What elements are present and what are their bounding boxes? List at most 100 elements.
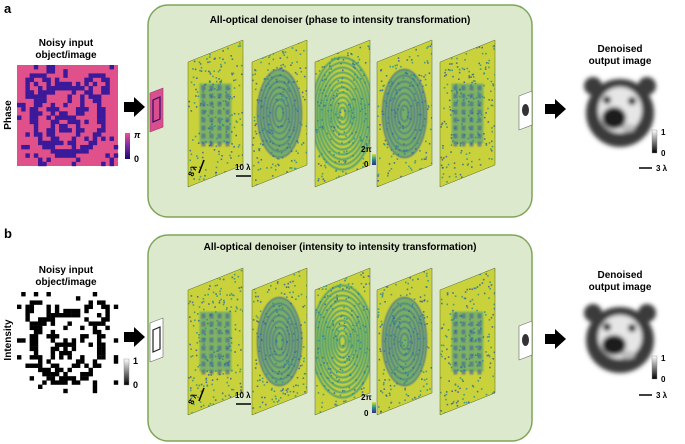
input-pixel [96, 346, 102, 352]
scale-bar-10-label: 10 λ [235, 163, 251, 172]
output-colorbar [651, 355, 658, 380]
panel-label: b [4, 226, 12, 241]
input-pixel [96, 98, 102, 104]
input-pixel [96, 107, 102, 112]
output-colorbar-max: 1 [661, 128, 666, 137]
input-pixel [80, 86, 85, 91]
input-pixel [71, 380, 77, 385]
input-pixel [29, 119, 35, 125]
input-subtitle: object/image [35, 277, 97, 288]
output-title: Denoised [597, 44, 642, 55]
input-pixel [50, 111, 56, 116]
input-pixel [101, 136, 106, 141]
input-pixel [84, 119, 89, 125]
input-pixel [38, 102, 43, 108]
input-pixel [42, 380, 47, 385]
input-pixel [54, 115, 60, 120]
input-pixel [71, 136, 77, 141]
input-pixel [29, 376, 35, 381]
input-pixel [80, 376, 85, 381]
input-pixel [46, 69, 51, 74]
input-pixel [101, 350, 106, 356]
input-pixel [59, 111, 64, 116]
input-pixel [54, 367, 60, 373]
input-pixel [75, 123, 81, 129]
noisy-input-image [17, 292, 119, 394]
input-pixel [75, 132, 81, 137]
input-pixel [84, 149, 89, 154]
input-pixel [67, 376, 72, 381]
input-pixel [38, 367, 43, 373]
input-pixel [84, 363, 89, 368]
modality-label: Intensity [3, 319, 14, 361]
input-pixel [54, 136, 60, 141]
input-pixel [96, 73, 102, 78]
layer-colorbar-max: 2π [361, 393, 372, 402]
input-pixel [33, 292, 39, 297]
input-pixel [54, 153, 60, 158]
input-pixel [101, 334, 106, 339]
input-pixel [38, 355, 43, 360]
input-pixel [29, 355, 35, 360]
input-pixel [17, 355, 22, 360]
scale-bar-10-label: 10 λ [235, 391, 251, 400]
input-pixel [29, 325, 35, 331]
input-pixel [33, 98, 39, 104]
input-pixel [50, 355, 56, 360]
layer-colorbar-min: 0 [364, 160, 369, 169]
input-pixel [46, 367, 51, 373]
input-pixel [88, 86, 93, 91]
input-pixel [105, 317, 110, 322]
input-pixel [33, 119, 39, 125]
input-pixel [71, 308, 77, 314]
input-pixel [101, 90, 106, 95]
input-pixel [46, 77, 51, 83]
input-pixel [75, 313, 81, 318]
input-pixel [46, 65, 51, 70]
input-pixel [63, 115, 68, 120]
input-pixel [80, 107, 85, 112]
diffractive-layer [188, 40, 243, 187]
input-pixel [105, 313, 110, 318]
input-pixel [50, 107, 56, 112]
input-pixel [25, 94, 30, 99]
input-pixel [63, 111, 68, 116]
input-pixel [92, 94, 98, 99]
input-pixel [33, 107, 39, 112]
input-pixel [38, 136, 43, 141]
input-pixel [75, 308, 81, 314]
input-pixel [96, 128, 102, 133]
input-pixel [38, 111, 43, 116]
output-scale-bar-label: 3 λ [656, 164, 668, 173]
input-pixel [80, 359, 85, 364]
input-pixel [96, 338, 102, 343]
input-pixel [113, 380, 119, 385]
input-pixel [75, 149, 81, 154]
input-pixel [42, 73, 47, 78]
input-pixel [50, 363, 56, 368]
input-pixel [96, 102, 102, 108]
input-pixel [101, 300, 106, 305]
input-pixel [33, 342, 39, 347]
input-pixel [54, 308, 60, 314]
input-pixel [75, 296, 81, 301]
input-pixel [96, 350, 102, 356]
input-pixel [75, 111, 81, 116]
input-pixel [84, 317, 89, 322]
diffractive-layers [187, 267, 496, 416]
layer-colorbar-max: 2π [361, 145, 372, 154]
input-pixel [21, 107, 26, 112]
input-pixel [46, 371, 51, 377]
diffractive-layer [377, 268, 432, 415]
input-pixel [54, 140, 60, 146]
input-pixel [75, 359, 81, 364]
input-pixel [46, 376, 51, 381]
input-pixel [25, 304, 30, 310]
output-title: Denoised [597, 270, 642, 281]
input-pixel [59, 342, 64, 347]
input-pixel [42, 161, 47, 167]
input-pixel [50, 65, 56, 70]
input-pixel [38, 140, 43, 146]
input-pixel [92, 132, 98, 137]
